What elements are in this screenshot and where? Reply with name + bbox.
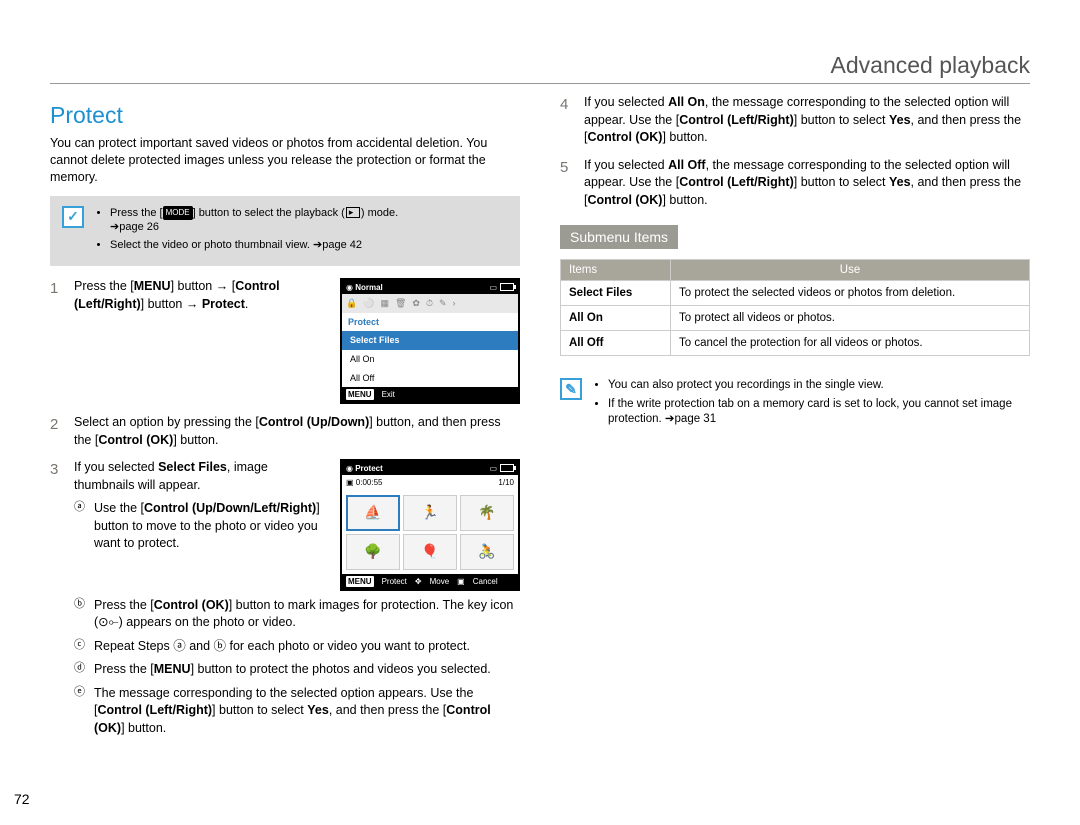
- step-text: Select an option by pressing the [Contro…: [74, 414, 520, 449]
- prerequisite-box: ✓ Press the [MODE] button to select the …: [50, 196, 520, 267]
- step-text: Press the [MENU] button → [Control (Left…: [74, 278, 330, 404]
- note-item: If the write protection tab on a memory …: [608, 397, 1030, 428]
- thumbnail: 🚴: [460, 534, 514, 570]
- table-row: All OffTo cancel the protection for all …: [561, 331, 1030, 356]
- left-column: Protect You can protect important saved …: [50, 94, 520, 747]
- lock-icon: 🔒: [346, 297, 357, 310]
- table-header: Items: [561, 260, 671, 281]
- intro-text: You can protect important saved videos o…: [50, 135, 520, 186]
- table-header: Use: [671, 260, 1030, 281]
- page-chapter-title: Advanced playback: [831, 52, 1030, 79]
- step-number: 4: [560, 94, 576, 147]
- page-number: 72: [14, 791, 30, 807]
- step: 3 If you selected Select Files, image th…: [50, 459, 520, 737]
- step-number: 3: [50, 459, 66, 737]
- header: Advanced playback: [50, 50, 1030, 84]
- step: 1 Press the [MENU] button → [Control (Le…: [50, 278, 520, 404]
- battery-icon: [500, 283, 514, 291]
- check-icon: ✓: [62, 206, 84, 228]
- step: 2 Select an option by pressing the [Cont…: [50, 414, 520, 449]
- lcd-menu-screenshot: ◉ Normal ▭ 🔒⚪▦🗑✿⏱✎› Protect Select Files…: [340, 278, 520, 404]
- camera-icon: ◉ Normal: [346, 282, 383, 293]
- battery-icon: [500, 464, 514, 472]
- lcd-thumbnails-screenshot: ◉ Protect ▭ ▣ 0:00:55 1/10 ⛵ 🏃 🌴: [340, 459, 520, 590]
- lcd-menu-item: All Off: [342, 369, 518, 388]
- thumbnail: 🎈: [403, 534, 457, 570]
- thumbnail: 🌴: [460, 495, 514, 531]
- step-number: 2: [50, 414, 66, 449]
- submenu-heading: Submenu Items: [560, 225, 678, 249]
- lcd-tab-row: 🔒⚪▦🗑✿⏱✎›: [342, 294, 518, 313]
- lock-icon: ◉ Protect: [346, 463, 383, 474]
- step-text: If you selected Select Files, image thum…: [74, 459, 330, 590]
- prereq-item: Press the [MODE] button to select the pl…: [110, 206, 398, 236]
- submenu-table: Items Use Select FilesTo protect the sel…: [560, 259, 1030, 356]
- mode-chip: MODE: [163, 206, 193, 220]
- note-item: You can also protect you recordings in t…: [608, 378, 1030, 394]
- playback-icon: [346, 207, 360, 218]
- key-icon: ⊙⟜: [98, 615, 118, 629]
- note-box: ✎ You can also protect you recordings in…: [560, 372, 1030, 437]
- lcd-menu-item: Select Files: [342, 331, 518, 350]
- prereq-list: Press the [MODE] button to select the pl…: [94, 206, 398, 257]
- thumbnail: 🏃: [403, 495, 457, 531]
- section-title: Protect: [50, 102, 520, 129]
- lcd-menu-item: All On: [342, 350, 518, 369]
- step-number: 1: [50, 278, 66, 404]
- thumbnail-grid: ⛵ 🏃 🌴 🌳 🎈 🚴: [342, 491, 518, 574]
- steps-list: 1 Press the [MENU] button → [Control (Le…: [50, 278, 520, 737]
- table-row: All OnTo protect all videos or photos.: [561, 306, 1030, 331]
- step-text: If you selected All Off, the message cor…: [584, 157, 1030, 210]
- lcd-menu-title: Protect: [342, 313, 518, 332]
- step: 5 If you selected All Off, the message c…: [560, 157, 1030, 210]
- step-text: If you selected All On, the message corr…: [584, 94, 1030, 147]
- table-row: Select FilesTo protect the selected vide…: [561, 281, 1030, 306]
- right-column: 4 If you selected All On, the message co…: [560, 94, 1030, 747]
- thumbnail: ⛵: [346, 495, 400, 531]
- step: 4 If you selected All On, the message co…: [560, 94, 1030, 147]
- prereq-item: Select the video or photo thumbnail view…: [110, 238, 398, 253]
- note-icon: ✎: [560, 378, 582, 400]
- step-number: 5: [560, 157, 576, 210]
- thumbnail: 🌳: [346, 534, 400, 570]
